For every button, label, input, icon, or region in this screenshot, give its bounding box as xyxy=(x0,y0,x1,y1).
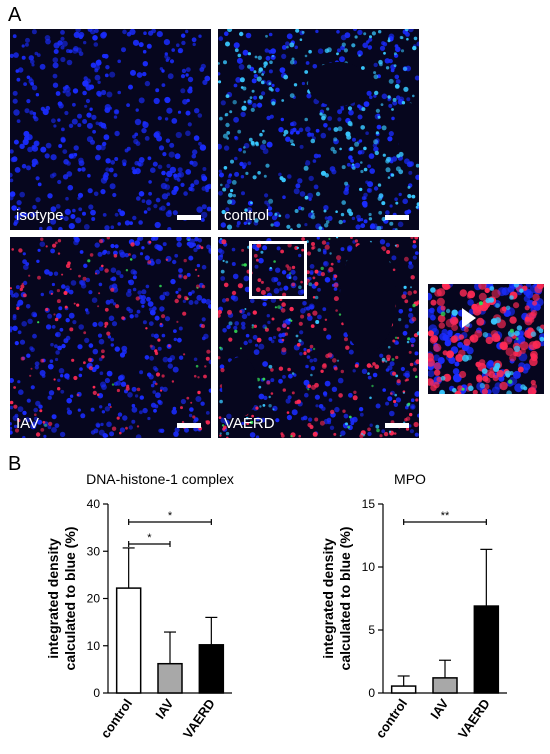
y-tick-label: 30 xyxy=(87,544,101,558)
micrograph-iav-texture xyxy=(10,237,211,438)
micrograph-inset xyxy=(428,284,544,394)
significance-label: ** xyxy=(441,510,450,522)
chart-2-title: MPO xyxy=(394,471,426,487)
y-tick-label: 10 xyxy=(362,560,376,574)
bar-iav xyxy=(432,677,458,694)
scale-bar xyxy=(385,215,409,220)
bar-vaerd xyxy=(473,605,500,694)
bar-iav xyxy=(157,662,183,694)
micrograph-iav: IAV xyxy=(10,237,211,438)
scale-bar xyxy=(385,423,409,428)
arrowhead-icon xyxy=(462,308,476,328)
significance-label: * xyxy=(168,510,173,522)
micrograph-isotype-label: isotype xyxy=(16,207,64,224)
chart-dna-histone: 0 10 20 30 40 integrated densitycalculated to… xyxy=(45,497,232,741)
panel-b-letter: B xyxy=(8,453,22,475)
y-tick-label: 20 xyxy=(87,592,101,606)
x-tick-label: control xyxy=(98,696,136,741)
y-tick-label: 0 xyxy=(368,686,375,700)
micrograph-vaerd-label: VAERD xyxy=(224,415,275,432)
significance-bracket xyxy=(128,519,212,525)
micrograph-control-label: control xyxy=(224,207,270,224)
micrograph-isotype: isotype xyxy=(10,29,211,230)
y-tick-label: 15 xyxy=(362,497,376,511)
bar-control xyxy=(115,587,142,694)
scale-bar xyxy=(177,215,201,220)
zoom-box xyxy=(249,241,307,299)
micrograph-control-texture xyxy=(218,29,419,230)
bar-control xyxy=(390,685,417,694)
x-tick-label: control xyxy=(373,696,411,741)
y-tick-label: 0 xyxy=(93,686,100,700)
panel-a-letter: A xyxy=(8,4,22,26)
significance-label: * xyxy=(147,532,152,544)
significance-bracket xyxy=(403,519,487,525)
micrograph-isotype-texture xyxy=(10,29,211,230)
micrograph-inset-texture xyxy=(428,284,544,394)
micrograph-vaerd: VAERD xyxy=(218,237,419,438)
y-tick-label: 40 xyxy=(87,497,101,511)
micrograph-control: control xyxy=(218,29,419,230)
chart-1-title: DNA-histone-1 complex xyxy=(86,471,234,487)
significance-bracket xyxy=(128,541,171,547)
x-tick-label: VAERD xyxy=(180,696,218,741)
x-tick-label: VAERD xyxy=(455,696,493,741)
chart-mpo: 0 5 10 15 integrated densitycalculated to bl… xyxy=(320,497,507,741)
scale-bar xyxy=(177,423,201,428)
x-tick-label: IAV xyxy=(152,696,176,722)
y-tick-label: 10 xyxy=(87,639,101,653)
micrograph-iav-label: IAV xyxy=(16,415,40,432)
x-tick-label: IAV xyxy=(427,696,451,722)
y-tick-label: 5 xyxy=(368,623,375,637)
micrograph-vaerd-texture xyxy=(218,237,419,438)
y-axis-label: integrated densitycalculated to blue (%) xyxy=(45,527,78,671)
y-axis-label: integrated densitycalculated to blue (%) xyxy=(320,527,353,671)
bar-vaerd xyxy=(198,644,225,694)
